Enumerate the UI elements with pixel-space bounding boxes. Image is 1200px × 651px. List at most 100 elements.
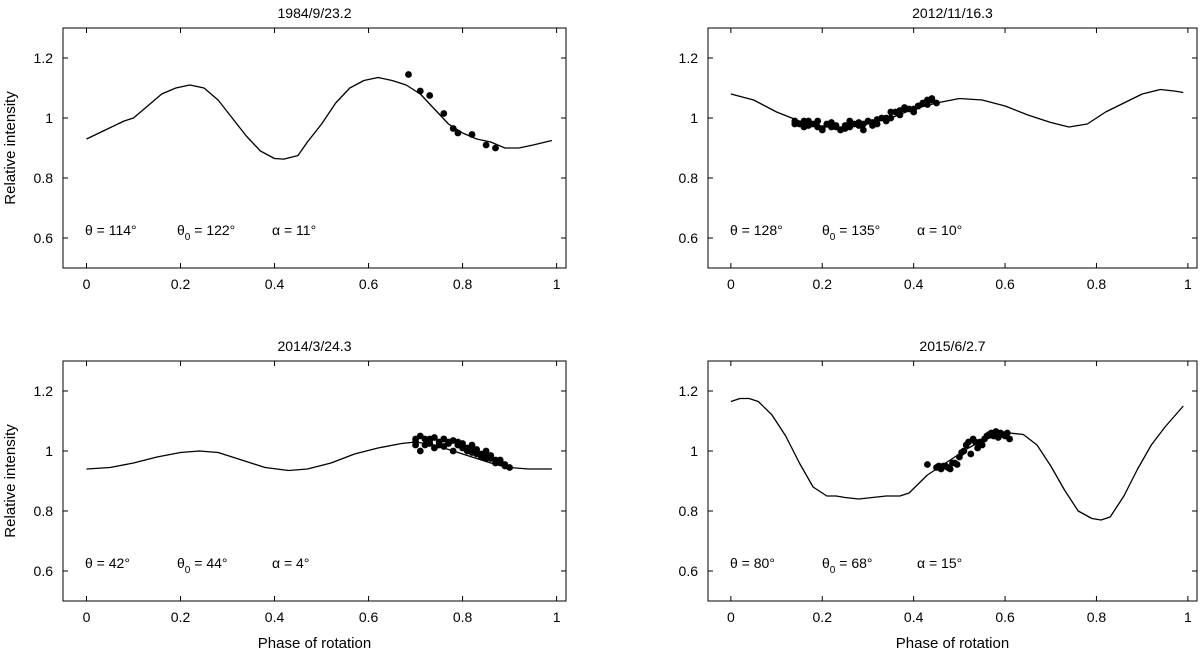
y-tick-label: 0.6 [679, 230, 699, 246]
observation-point [860, 126, 867, 134]
theta0-value: = 44° [190, 555, 227, 571]
observation-point [841, 125, 849, 132]
y-tick-label: 1.2 [34, 383, 54, 399]
x-tick-label: 0.2 [171, 276, 191, 292]
x-tick-label: 0.8 [453, 609, 473, 625]
panel-title: 2012/11/16.3 [912, 5, 993, 21]
panel-1: 1984/9/23.2 0 0.2 0.4 0.6 0.8 1 0.6 0.8 1 1.2 Relat… [2, 5, 567, 292]
x-tick-label: 0.8 [453, 276, 473, 292]
theta0-subscript: 0 [185, 565, 191, 576]
y-tick-label: 0.8 [34, 170, 54, 186]
observation-point [791, 120, 799, 128]
x-tick-label: 0 [83, 276, 91, 292]
annotation-theta0: θ0 = 122° [177, 222, 235, 243]
x-tick-label: 0.2 [171, 609, 191, 625]
y-tick-label: 1 [45, 443, 53, 459]
observation-point [454, 129, 462, 137]
x-tick-label: 0.6 [995, 609, 1015, 625]
annotation-alpha: α = 11° [272, 222, 316, 238]
observation-point [873, 120, 881, 128]
observation-point [818, 126, 826, 134]
observation-point [976, 438, 984, 446]
model-curve [86, 76, 553, 160]
y-tick-label: 1 [690, 110, 698, 126]
plot-frame [62, 27, 567, 269]
observation-point [482, 447, 490, 455]
observation-point [1006, 435, 1013, 443]
theta0-value: = 68° [835, 555, 872, 571]
theta0-value: = 135° [835, 222, 880, 238]
x-tick-label: 0.2 [813, 276, 833, 292]
x-tick-label: 1 [553, 609, 561, 625]
x-tick-label: 1 [553, 276, 561, 292]
annotation-theta: θ = 128° [730, 222, 783, 238]
x-axis-label: Phase of rotation [258, 635, 371, 651]
annotation-alpha: α = 4° [272, 555, 309, 571]
x-tick-label: 0.6 [995, 276, 1015, 292]
y-tick-label: 1.2 [34, 50, 54, 66]
observation-point [435, 441, 443, 449]
observation-point [1003, 429, 1011, 437]
observation-point [910, 108, 918, 116]
x-tick-label: 0.8 [1087, 609, 1107, 625]
observation-point [914, 102, 922, 110]
observation-point [440, 110, 448, 117]
observation-point [416, 87, 424, 95]
observation-point [501, 462, 509, 470]
x-tick-label: 0.4 [265, 276, 285, 292]
observation-point [967, 450, 975, 458]
theta0-subscript: 0 [830, 232, 836, 243]
x-tick-label: 0.6 [359, 276, 379, 292]
observation-point [482, 141, 490, 149]
x-tick-label: 0.2 [813, 609, 833, 625]
annotation-theta: θ = 42° [85, 555, 130, 571]
observation-point [924, 101, 931, 108]
observation-point [949, 459, 956, 467]
theta0-symbol: θ [177, 555, 185, 571]
y-tick-label: 0.6 [34, 563, 54, 579]
plot-frame [707, 360, 1198, 602]
observation-point [887, 114, 895, 122]
observation-point [440, 435, 448, 443]
y-tick-label: 1 [45, 110, 53, 126]
panel-4: 2015/6/2.7 0 0.2 0.4 0.6 0.8 1 0.6 0.8 1 1.2 Phase … [679, 338, 1198, 651]
observation-point [928, 95, 936, 102]
x-tick-label: 0.4 [904, 609, 924, 625]
theta0-symbol: θ [177, 222, 185, 238]
x-tick-label: 0 [727, 609, 735, 625]
x-tick-label: 1 [1184, 609, 1192, 625]
observation-point [454, 438, 462, 446]
y-tick-label: 0.6 [679, 563, 699, 579]
observation-point [933, 99, 940, 107]
observation-point [962, 441, 970, 449]
y-tick-label: 1.2 [679, 383, 699, 399]
observation-point [896, 111, 904, 119]
observation-point [416, 447, 424, 455]
plot-frame [707, 27, 1198, 269]
annotation-theta: θ = 114° [85, 222, 137, 238]
annotation-alpha: α = 15° [917, 555, 962, 571]
observation-point [846, 117, 854, 125]
observation-point [805, 117, 812, 125]
observation-point [473, 450, 481, 458]
panel-3: 2014/3/24.3 0 0.2 0.4 0.6 0.8 1 0.6 0.8 1 1.2 Relat… [2, 338, 567, 651]
x-tick-label: 0.6 [359, 609, 379, 625]
observation-point [426, 92, 434, 99]
observation-point [828, 119, 835, 126]
annotation-alpha: α = 10° [917, 222, 962, 238]
observation-point [492, 144, 499, 152]
y-axis-label: Relative intensity [2, 424, 19, 538]
annotation-theta0: θ0 = 44° [177, 555, 228, 576]
x-tick-label: 1 [1184, 276, 1192, 292]
theta0-subscript: 0 [830, 565, 836, 576]
observation-point [449, 125, 457, 132]
observation-point [832, 123, 840, 131]
observation-point [901, 104, 908, 111]
annotation-theta0: θ0 = 68° [822, 555, 873, 576]
y-tick-label: 0.8 [679, 503, 699, 519]
y-tick-label: 1 [690, 443, 698, 459]
observation-point [468, 441, 476, 449]
observation-point [940, 462, 947, 470]
observation-point [463, 447, 471, 455]
